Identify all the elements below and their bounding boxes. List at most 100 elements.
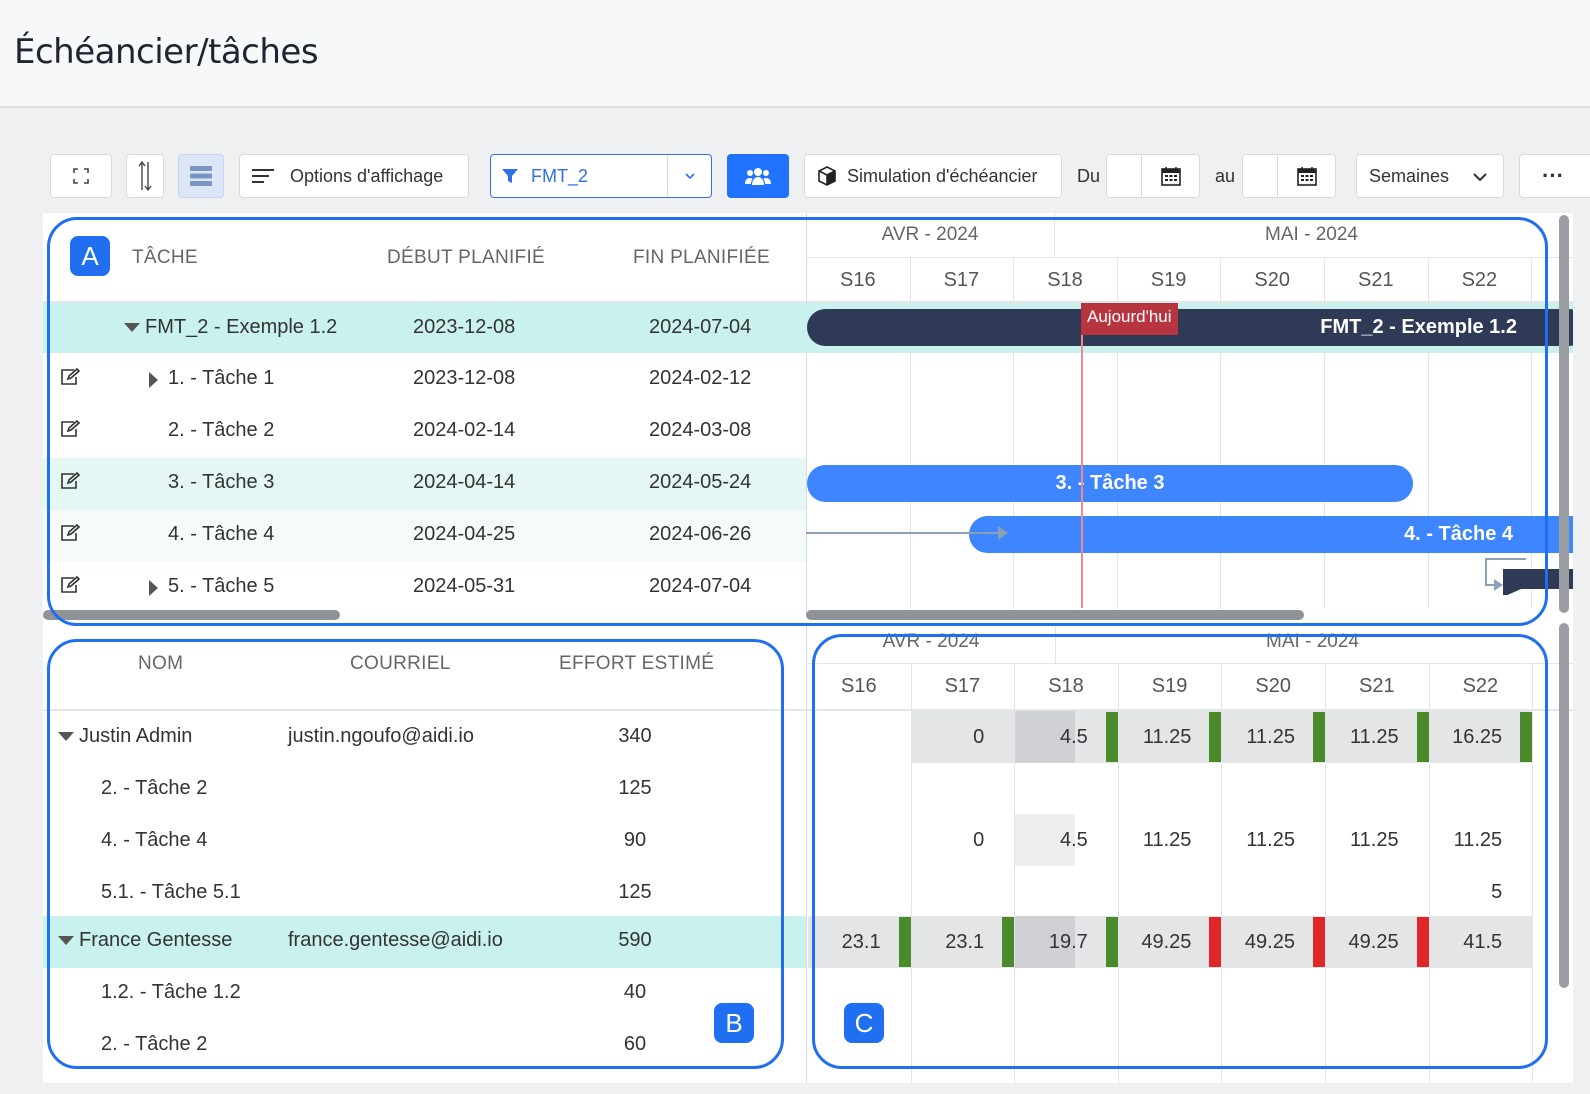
to-label: au xyxy=(1215,166,1236,186)
expand-icon[interactable] xyxy=(149,372,158,388)
gantt-vertical-scrollbar[interactable] xyxy=(1559,215,1569,613)
week-label: S18 xyxy=(1047,269,1083,291)
resource-effort: 90 xyxy=(623,829,647,851)
ok-flag xyxy=(898,917,911,967)
more-button[interactable]: ··· xyxy=(1519,154,1590,198)
load-value: 16.25 xyxy=(1452,725,1503,748)
col-email[interactable]: COURRIEL xyxy=(350,653,451,674)
resource-effort: 60 xyxy=(623,1033,647,1055)
dependency-arrow xyxy=(1485,558,1573,595)
load-value: 49.25 xyxy=(1141,930,1192,953)
load-cell-shade xyxy=(1015,814,1076,866)
week-label: S18 xyxy=(1048,675,1084,697)
row-highlight xyxy=(43,458,806,510)
task-end: 2024-03-08 xyxy=(649,419,752,441)
row-highlight xyxy=(43,510,806,562)
col-name[interactable]: NOM xyxy=(138,653,184,674)
split-view-button[interactable] xyxy=(178,154,224,198)
task4-bar[interactable]: 4. - Tâche 4 xyxy=(969,516,1573,553)
cube-icon xyxy=(818,166,836,186)
load-cell-bg xyxy=(1326,916,1429,968)
load-value: 0 xyxy=(973,828,985,851)
col-start[interactable]: DÉBUT PLANIFIÉ xyxy=(387,247,545,268)
load-cell-bg xyxy=(1222,711,1325,763)
task-end: 2024-07-04 xyxy=(649,575,752,597)
edit-icon[interactable] xyxy=(60,471,81,495)
fullscreen-button[interactable] xyxy=(50,154,112,198)
from-calendar-button[interactable] xyxy=(1141,155,1199,197)
resource-name: 2. - Tâche 2 xyxy=(101,777,208,799)
resource-name: Justin Admin xyxy=(79,725,193,747)
scale-select[interactable]: Semaines xyxy=(1356,154,1504,198)
display-options-button[interactable]: Options d'affichage xyxy=(239,154,469,198)
row-height-button[interactable] xyxy=(126,154,164,198)
task3-bar[interactable]: 3. - Tâche 3 xyxy=(807,465,1413,502)
week-label: S16 xyxy=(841,675,877,697)
load-cell-bg xyxy=(808,916,911,968)
col-end[interactable]: FIN PLANIFIÉE xyxy=(633,247,770,268)
ok-flag xyxy=(1313,712,1325,762)
load-value: 19.7 xyxy=(1048,930,1088,953)
task3-bar-label: 3. - Tâche 3 xyxy=(1055,472,1165,494)
users-icon xyxy=(745,168,771,185)
load-value: 49.25 xyxy=(1244,930,1295,953)
row-highlight xyxy=(43,916,806,968)
ok-flag xyxy=(1105,712,1118,762)
histogram-vertical-scrollbar[interactable] xyxy=(1559,623,1569,988)
gantt-splitter[interactable] xyxy=(806,213,807,613)
load-value: 11.25 xyxy=(1350,725,1399,748)
resource-effort: 125 xyxy=(618,881,652,903)
today-label: Aujourd'hui xyxy=(1081,303,1178,335)
load-cell-bg xyxy=(1118,916,1222,968)
gantt-timeline-scrollbar[interactable] xyxy=(806,610,1304,620)
project-bar[interactable]: FMT_2 - Exemple 1.2 xyxy=(807,309,1573,346)
month-label: AVR - 2024 xyxy=(881,224,979,245)
load-value: 11.25 xyxy=(1350,828,1399,851)
resources-button[interactable] xyxy=(727,154,789,198)
week-gridline xyxy=(1014,663,1016,1083)
to-calendar-button[interactable] xyxy=(1277,155,1335,197)
gantt-header-divider xyxy=(43,301,1573,303)
expand-icon[interactable] xyxy=(149,580,158,596)
to-date-input[interactable] xyxy=(1242,154,1336,198)
task-start: 2023-12-08 xyxy=(413,367,516,389)
simulation-button[interactable]: Simulation d'échéancier xyxy=(804,154,1062,198)
filter-select[interactable]: FMT_2 xyxy=(490,154,712,198)
collapse-icon[interactable] xyxy=(58,732,74,741)
task-end: 2024-05-24 xyxy=(649,471,752,493)
vertical-arrows-icon xyxy=(138,160,152,192)
resources-splitter[interactable] xyxy=(806,623,807,1083)
week-label: S20 xyxy=(1254,269,1290,291)
week-gridline xyxy=(1325,663,1326,1083)
gantt-grid-scrollbar[interactable] xyxy=(43,610,340,620)
resource-effort: 340 xyxy=(618,725,652,747)
ok-flag xyxy=(1520,712,1533,762)
region-a-badge: A xyxy=(70,236,110,276)
load-cell-shade xyxy=(1015,916,1076,968)
collapse-icon[interactable] xyxy=(124,323,140,332)
col-effort[interactable]: EFFORT ESTIMÉ xyxy=(559,653,715,674)
from-date-input[interactable] xyxy=(1106,154,1200,198)
scale-value: Semaines xyxy=(1369,165,1450,186)
from-label: Du xyxy=(1077,166,1101,186)
resources-header-divider xyxy=(43,709,806,711)
overload-flag xyxy=(1209,917,1222,967)
edit-icon[interactable] xyxy=(60,419,81,443)
week-gridline xyxy=(1117,663,1119,1083)
edit-icon[interactable] xyxy=(60,367,81,391)
task-name: 1. - Tâche 1 xyxy=(168,367,275,389)
week-label: S17 xyxy=(943,269,980,291)
calendar-icon xyxy=(1160,167,1181,186)
load-value: 23.1 xyxy=(841,930,881,953)
task-start: 2024-04-25 xyxy=(413,523,516,545)
col-task[interactable]: TÂCHE xyxy=(132,247,198,268)
chevron-down-icon xyxy=(685,173,695,179)
edit-icon[interactable] xyxy=(60,575,81,599)
load-cell-bg xyxy=(1429,916,1533,968)
more-label: ··· xyxy=(1542,163,1564,188)
load-value: 4.5 xyxy=(1059,828,1088,851)
collapse-icon[interactable] xyxy=(58,936,74,945)
gantt-panel: TÂCHE DÉBUT PLANIFIÉ FIN PLANIFIÉE AVR -… xyxy=(43,213,1573,623)
edit-icon[interactable] xyxy=(60,523,81,547)
week-label: S21 xyxy=(1359,675,1395,697)
